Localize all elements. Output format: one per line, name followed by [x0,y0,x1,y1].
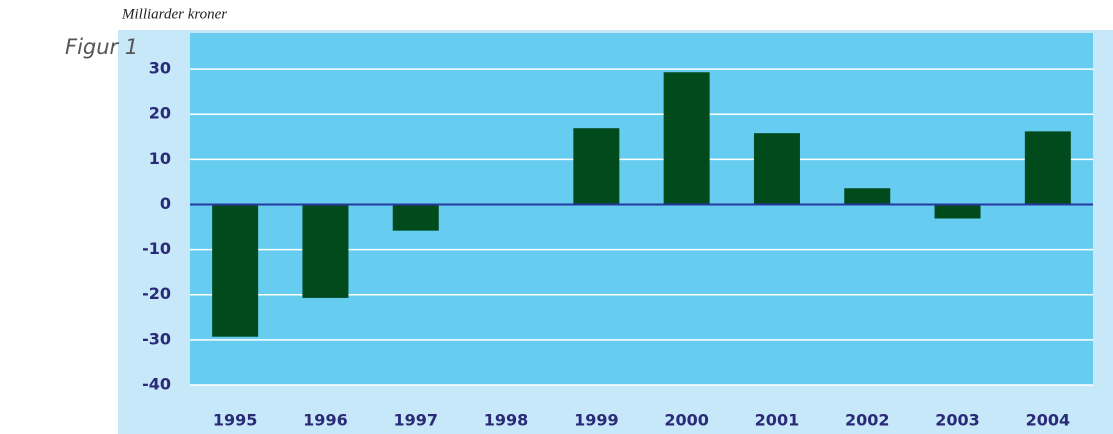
bar [844,188,891,205]
y-tick-label: -20 [142,284,171,303]
bar [392,204,439,231]
x-tick-label: 2000 [664,411,709,430]
bar [573,128,620,205]
bar [934,204,981,219]
y-tick-label: 20 [149,104,171,123]
y-tick-label: -40 [142,375,171,394]
y-tick-label: -30 [142,329,171,348]
x-tick-label: 2003 [935,411,980,430]
bar [1024,131,1071,205]
x-tick-label: 1998 [484,411,529,430]
x-tick-label: 2004 [1026,411,1071,430]
x-tick-label: 2002 [845,411,890,430]
bar [212,204,259,337]
x-tick-label: 1996 [303,411,348,430]
y-tick-label: -10 [142,239,171,258]
bar [302,204,349,298]
y-tick-label: 30 [149,59,171,78]
figure-label: Figur 1 [65,35,138,59]
x-tick-label: 1997 [393,411,438,430]
bar [753,133,800,205]
x-tick-label: 1995 [213,411,258,430]
x-tick-label: 1999 [574,411,619,430]
x-tick-label: 2001 [755,411,800,430]
y-tick-label: 10 [149,149,171,168]
y-axis-label: Milliarder kroner [121,6,227,22]
bar [663,72,710,205]
y-tick-label: 0 [160,194,171,213]
